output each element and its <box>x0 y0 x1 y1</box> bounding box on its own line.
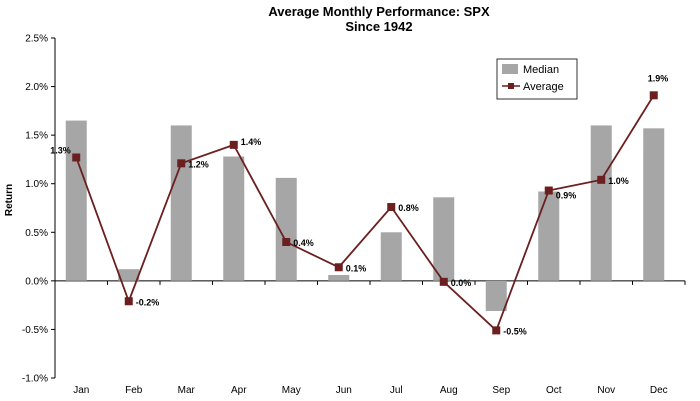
average-marker <box>124 297 133 306</box>
median-bar <box>643 128 665 281</box>
median-bar <box>118 269 140 281</box>
average-marker <box>597 175 606 184</box>
legend-median-swatch <box>502 64 518 74</box>
average-data-label: 0.9% <box>556 191 577 201</box>
legend-median-label: Median <box>523 64 559 76</box>
median-bar <box>65 120 87 281</box>
y-tick-label: -0.5% <box>22 325 48 336</box>
median-bar <box>328 275 350 281</box>
average-data-label: 0.4% <box>293 238 314 248</box>
x-tick-label: Oct <box>546 385 562 396</box>
y-tick-label: 2.0% <box>25 82 48 93</box>
x-tick-label: Jun <box>336 385 352 396</box>
average-data-label: -0.2% <box>136 297 160 307</box>
median-bar <box>170 125 192 281</box>
average-data-label: 1.2% <box>188 159 209 169</box>
average-data-label: 1.9% <box>648 73 669 83</box>
x-tick-label: Nov <box>597 385 615 396</box>
average-marker <box>544 186 553 195</box>
average-data-label: 1.4% <box>241 137 262 147</box>
median-bar <box>380 232 402 281</box>
average-marker <box>282 238 291 246</box>
x-tick-label: May <box>282 385 301 396</box>
average-marker <box>439 277 448 286</box>
legend-average-label: Average <box>523 81 564 93</box>
legend-average-marker <box>508 83 514 89</box>
average-data-label: 1.3% <box>50 145 71 155</box>
average-marker <box>387 203 396 212</box>
average-marker <box>72 153 81 162</box>
plot-area: -1.0% -0.5% 0.0% 0.5% 1.0% 1.5% 2.0% 2.5% Jan Feb… <box>22 34 686 396</box>
average-marker <box>229 140 238 149</box>
x-tick-label: Apr <box>231 385 247 396</box>
y-tick-label: -1.0% <box>22 374 48 385</box>
x-tick-label: Jul <box>390 385 403 396</box>
median-bar <box>223 156 245 281</box>
y-tick-label: 2.5% <box>25 34 48 45</box>
average-data-label: 1.0% <box>608 176 629 186</box>
y-tick-label: 1.5% <box>25 131 48 142</box>
x-tick-label: Jan <box>73 385 89 396</box>
x-tick-label: Aug <box>440 385 458 396</box>
median-bar <box>275 177 297 281</box>
chart-title: Average Monthly Performance: SPX <box>268 4 490 19</box>
y-tick-label: 0.5% <box>25 228 48 239</box>
average-marker <box>649 91 658 100</box>
x-tick-label: Feb <box>125 385 143 396</box>
y-axis-label: Return <box>4 184 15 216</box>
legend: Median Average <box>496 58 578 100</box>
median-bar <box>538 191 560 281</box>
average-marker <box>492 326 501 335</box>
y-tick-label: 1.0% <box>25 179 48 190</box>
x-tick-label: Sep <box>492 385 510 396</box>
average-data-label: 0.0% <box>451 278 472 288</box>
x-tick-label: Dec <box>650 385 668 396</box>
average-data-label: 0.8% <box>398 203 419 213</box>
median-bar <box>433 197 455 281</box>
average-marker <box>334 263 343 272</box>
average-data-label: 0.1% <box>346 263 367 273</box>
average-data-label: -0.5% <box>503 326 527 336</box>
median-bar <box>485 280 507 311</box>
average-marker <box>177 159 186 168</box>
median-bar <box>590 125 612 281</box>
chart-subtitle: Since 1942 <box>345 19 412 34</box>
y-tick-label: 0.0% <box>25 276 48 287</box>
x-tick-label: Mar <box>178 385 196 396</box>
average-line <box>75 94 655 332</box>
